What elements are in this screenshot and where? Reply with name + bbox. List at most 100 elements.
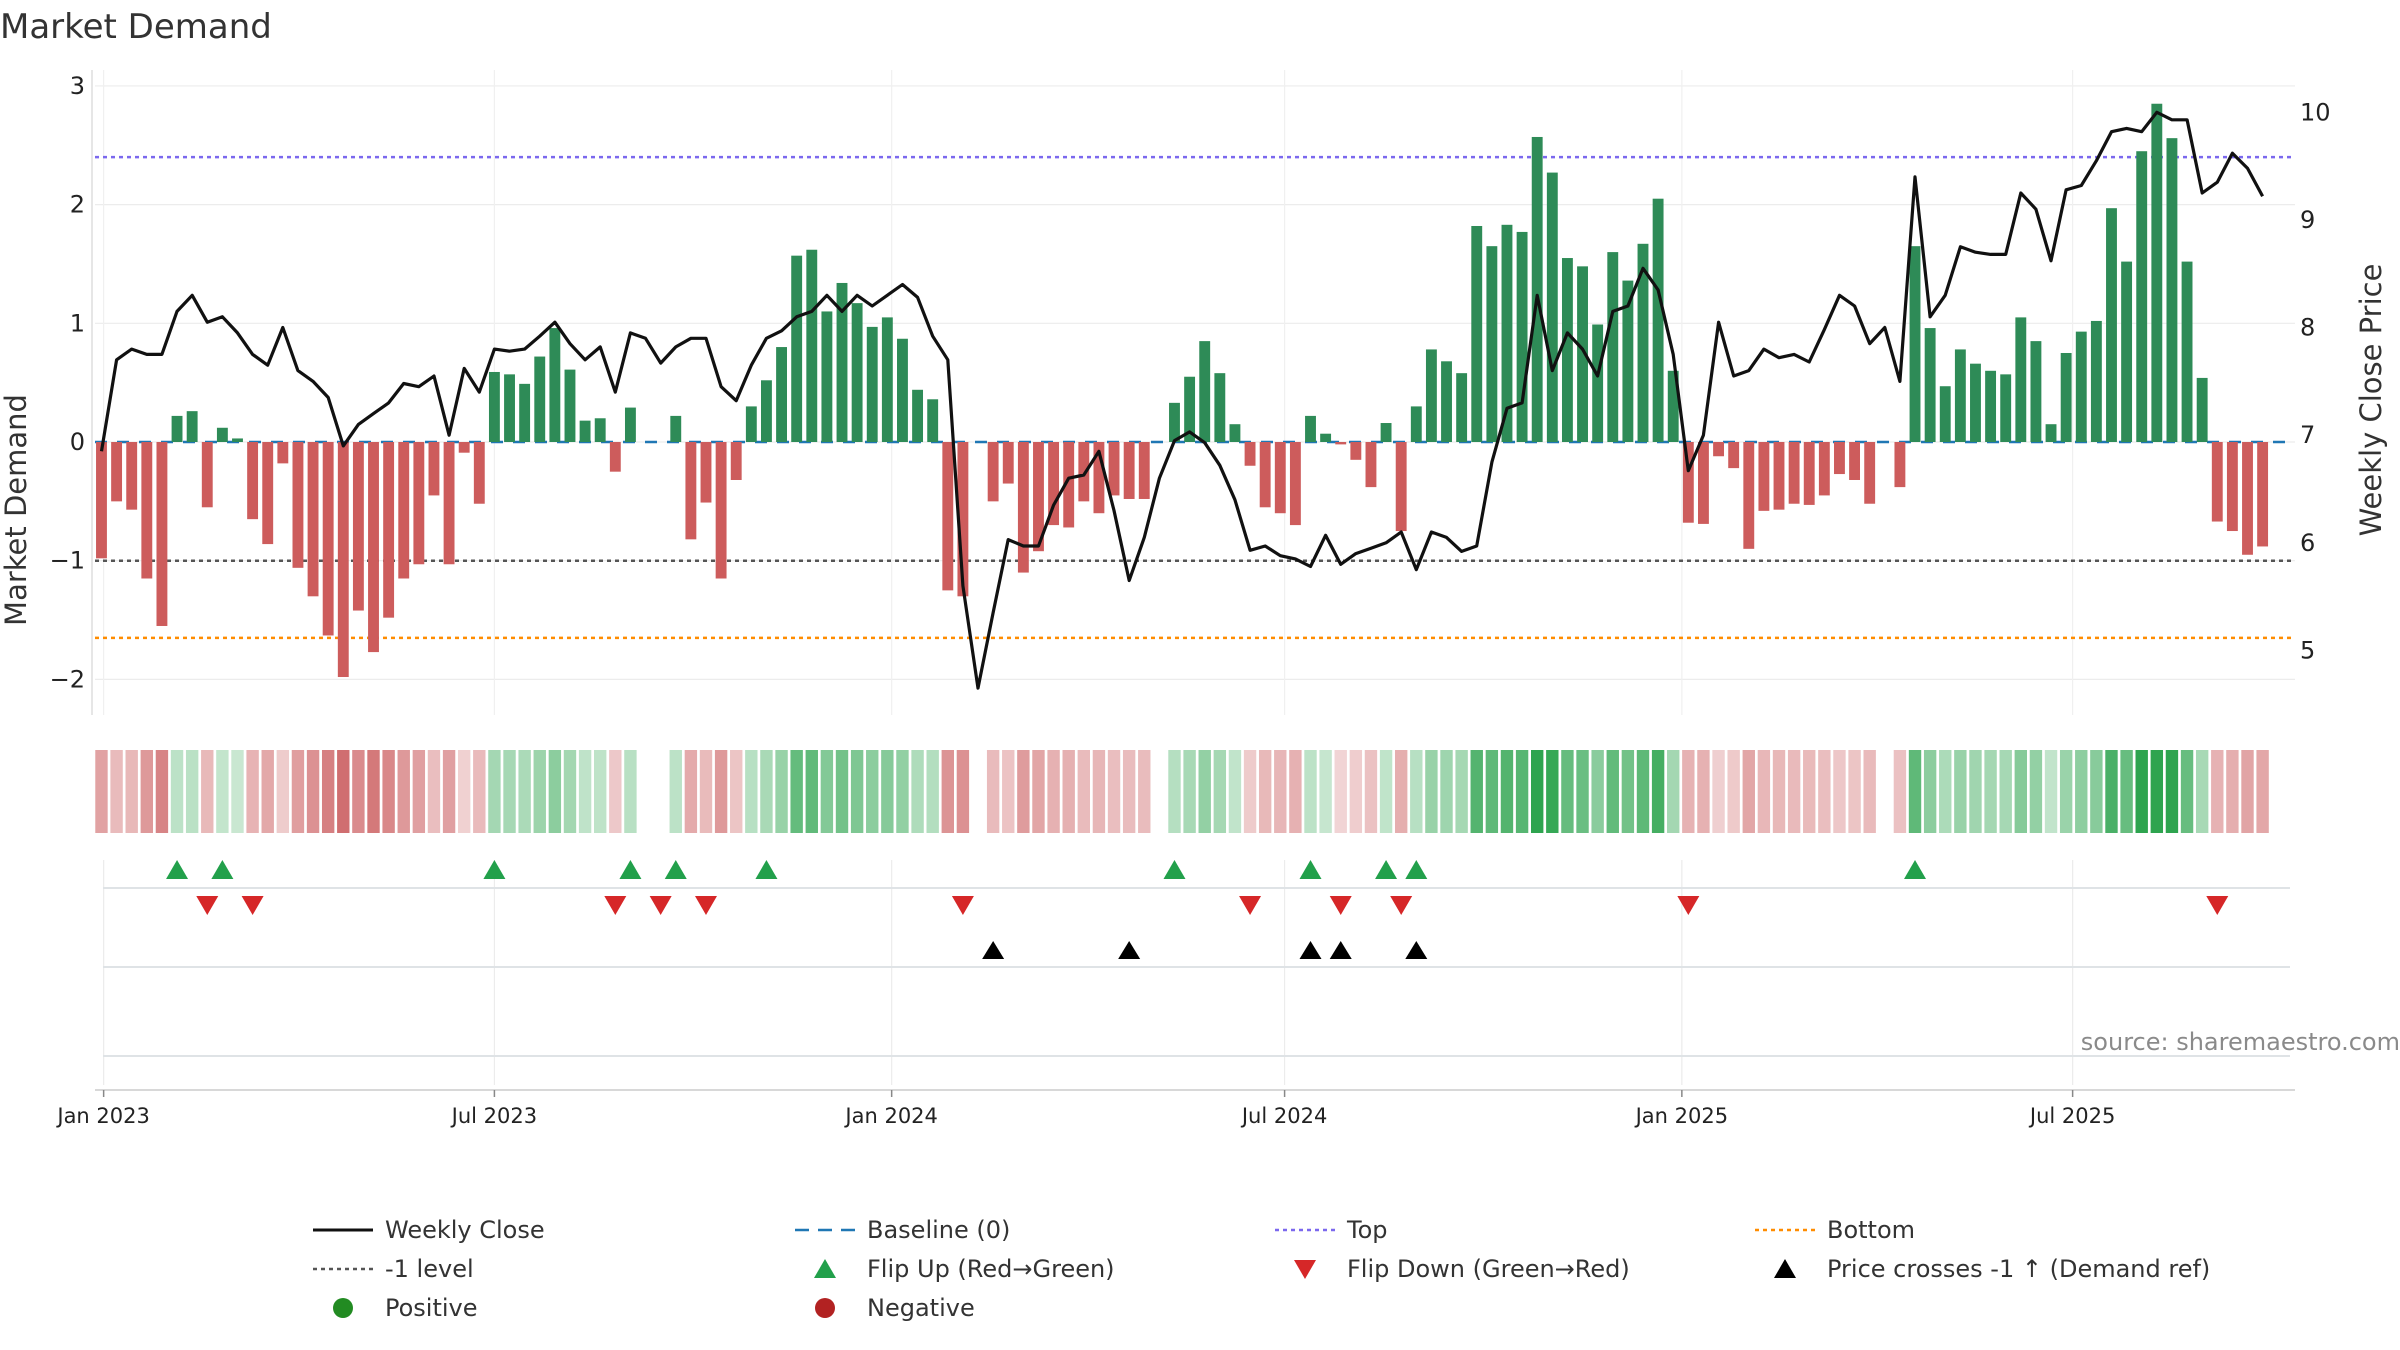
demand-bar <box>201 442 213 508</box>
heat-strip-block <box>2150 750 2164 833</box>
demand-bar <box>1456 373 1468 443</box>
demand-bar <box>383 442 395 618</box>
heat-strip-block <box>1682 750 1695 833</box>
flip-up-marker <box>755 860 778 879</box>
legend-item-cross: Price crosses -1 ↑ (Demand ref) <box>1774 1255 2210 1283</box>
heat-strip-block <box>1258 750 1272 833</box>
demand-bar <box>806 249 818 443</box>
demand-bar <box>1954 349 1966 443</box>
heat-strip-block <box>1349 750 1363 833</box>
demand-bar <box>2090 320 2102 443</box>
heat-strip-block <box>563 750 577 833</box>
heat-strip-block <box>1364 750 1378 833</box>
x-axis: Jan 2023 Jul 2023 Jan 2024 Jul 2024 Jan 2025… <box>55 1089 2295 1128</box>
legend-item-flip-up: Flip Up (Red→Green) <box>814 1255 1115 1283</box>
legend-label: Flip Up (Red→Green) <box>867 1255 1115 1283</box>
demand-bar <box>1924 328 1936 443</box>
demand-bar <box>2257 442 2269 547</box>
demand-bar <box>96 442 107 559</box>
legend-swatch <box>333 1298 353 1318</box>
y-tick-label: 2 <box>70 191 85 219</box>
demand-bar <box>1743 442 1755 549</box>
flip-down-marker <box>1390 896 1413 915</box>
heat-strip-block <box>669 750 682 833</box>
demand-bar <box>2136 151 2148 443</box>
demand-bar <box>1441 361 1452 443</box>
heat-strip-block <box>1274 750 1287 833</box>
heat-strip-block <box>548 750 562 833</box>
heat-strip-block <box>1772 750 1786 833</box>
demand-bar <box>1682 442 1694 523</box>
demand-bar <box>609 442 621 472</box>
flip-down-marker <box>604 896 627 915</box>
legend-label: Price crosses -1 ↑ (Demand ref) <box>1827 1255 2210 1283</box>
heat-strip-block <box>201 750 214 833</box>
demand-bar <box>232 438 243 443</box>
demand-bar <box>745 406 757 443</box>
demand-bar <box>2015 317 2027 443</box>
demand-bar <box>413 442 425 565</box>
heat-strip-block <box>926 750 939 833</box>
demand-bar <box>564 369 576 443</box>
grid <box>95 70 2295 1085</box>
demand-bar <box>1652 198 1664 443</box>
heat-strip-block <box>1077 750 1091 833</box>
heat-strip-block <box>1923 750 1937 833</box>
heat-strip-block <box>2256 750 2269 833</box>
demand-bar <box>126 442 138 510</box>
heat-strip-block <box>1954 750 1967 833</box>
heat-strip-block <box>1651 750 1665 833</box>
demand-bar <box>1773 442 1785 510</box>
flip-down-marker <box>694 896 717 915</box>
heat-strip-block <box>1984 750 1997 833</box>
demand-bar <box>851 303 863 443</box>
legend-swatch <box>1294 1260 1316 1279</box>
demand-bar <box>262 442 274 545</box>
demand-bar <box>1274 442 1286 514</box>
heat-strip-block <box>337 750 350 833</box>
heat-strip-block <box>1092 750 1106 833</box>
y-tick-label: 1 <box>70 309 85 337</box>
y2-tick-label: 5 <box>2300 636 2315 664</box>
heat-strip-block <box>1667 750 1680 833</box>
legend-item-minus-one: -1 level <box>313 1255 474 1283</box>
demand-bar <box>2030 341 2042 443</box>
demand-bar <box>1169 402 1180 443</box>
heat-strip-block <box>1636 750 1650 833</box>
demand-bar <box>2000 374 2012 443</box>
heat-strip-block <box>1002 750 1015 833</box>
demand-bar <box>488 371 500 443</box>
heat-strip-block <box>1168 750 1181 833</box>
heat-strip-block <box>2014 750 2028 833</box>
demand-bar <box>1788 442 1800 504</box>
heat-strip-block <box>321 750 335 833</box>
price-cross-marker <box>1405 941 1428 959</box>
demand-bar <box>2106 208 2117 443</box>
heat-strip-block <box>2044 750 2058 833</box>
demand-bar <box>322 442 334 636</box>
demand-bar <box>912 389 924 443</box>
flip-down-marker <box>951 896 974 915</box>
heat-strip-block <box>412 750 426 833</box>
heat-strip-block <box>291 750 305 833</box>
flip-up-marker <box>1163 860 1186 879</box>
flip-up-marker <box>1375 860 1398 879</box>
demand-bar <box>1637 243 1649 443</box>
demand-bar <box>428 442 440 496</box>
heat-strip-block <box>246 750 259 833</box>
y-axis-left: 3 2 1 0 −1 −2 <box>50 70 93 715</box>
flip-down-marker <box>1239 896 1262 915</box>
heat-strip-block <box>1515 750 1529 833</box>
demand-bar <box>1350 442 1362 460</box>
heat-strip-block <box>896 750 909 833</box>
demand-bar <box>1305 415 1316 443</box>
demand-bar <box>1864 442 1876 504</box>
heat-strip-block <box>1107 750 1121 833</box>
demand-bar <box>1244 442 1256 466</box>
demand-bar <box>1607 252 1619 443</box>
demand-bar <box>292 442 304 568</box>
x-tick-label: Jul 2024 <box>1240 1104 1327 1128</box>
heat-strip-block <box>397 750 410 833</box>
demand-bar <box>1970 363 1981 443</box>
heat-strip-block <box>427 750 441 833</box>
